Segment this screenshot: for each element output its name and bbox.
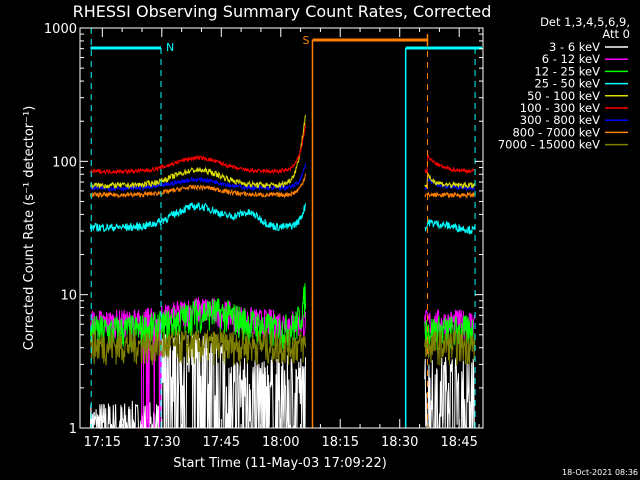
- y-tick-label: 100: [52, 155, 77, 170]
- legend-header-line-2: Att 0: [602, 27, 630, 41]
- legend-entry-label: 25 - 50 keV: [534, 77, 600, 91]
- y-tick-label: 10: [60, 289, 77, 304]
- x-tick-label: 18:15: [322, 435, 359, 450]
- plot-frame: [79, 27, 484, 429]
- legend-entry-label: 50 - 100 keV: [527, 89, 600, 103]
- chart-title: RHESSI Observing Summary Count Rates, Co…: [73, 2, 492, 21]
- y-tick-label: 1: [69, 422, 77, 437]
- legend-entry-label: 3 - 6 keV: [549, 40, 600, 54]
- series-line-50-100keV: [89, 114, 475, 190]
- legend-entry-label: 12 - 25 keV: [534, 64, 600, 78]
- night-flag-label: N: [166, 41, 174, 54]
- x-tick-label: 18:45: [440, 435, 477, 450]
- x-tick-label: 18:00: [262, 435, 299, 450]
- series-line-800-7000keV: [89, 173, 475, 200]
- axis-layer: 1 10 100 1000 17:15 17:30 17:45 18:00 18:15 18:30…: [44, 22, 483, 450]
- x-tick-label: 17:15: [84, 435, 121, 450]
- legend-entry-label: 7000 - 15000 keV: [498, 138, 600, 152]
- y-axis-label: Corrected Count Rate (s⁻¹ detector⁻¹): [22, 106, 37, 351]
- legend-entry-label: 6 - 12 keV: [542, 52, 600, 66]
- series-line-12-25keV: [89, 283, 476, 351]
- series-line-7000-15000keV: [89, 329, 476, 366]
- saa-flag-label: S: [302, 34, 309, 47]
- series-line-300-800keV: [90, 162, 476, 192]
- legend-header-line-1: Det 1,3,4,5,6,9,: [540, 15, 630, 29]
- series-line-25-50keV: [89, 202, 476, 236]
- timestamp-stamp: 18-Oct-2021 08:36: [562, 468, 638, 477]
- data-layer: [89, 114, 476, 430]
- legend-entry-label: 300 - 800 keV: [520, 113, 600, 127]
- x-tick-label: 18:30: [381, 435, 418, 450]
- legend-entry-label: 100 - 300 keV: [520, 101, 600, 115]
- x-tick-label: 17:45: [203, 435, 240, 450]
- x-axis-label: Start Time (11-May-03 17:09:22): [173, 456, 387, 471]
- y-tick-label: 1000: [44, 22, 77, 37]
- overlay-layer: NS: [90, 28, 482, 428]
- series-line-100-300keV: [89, 124, 476, 176]
- legend-entry-label: 800 - 7000 keV: [512, 125, 600, 139]
- x-tick-label: 17:30: [143, 435, 180, 450]
